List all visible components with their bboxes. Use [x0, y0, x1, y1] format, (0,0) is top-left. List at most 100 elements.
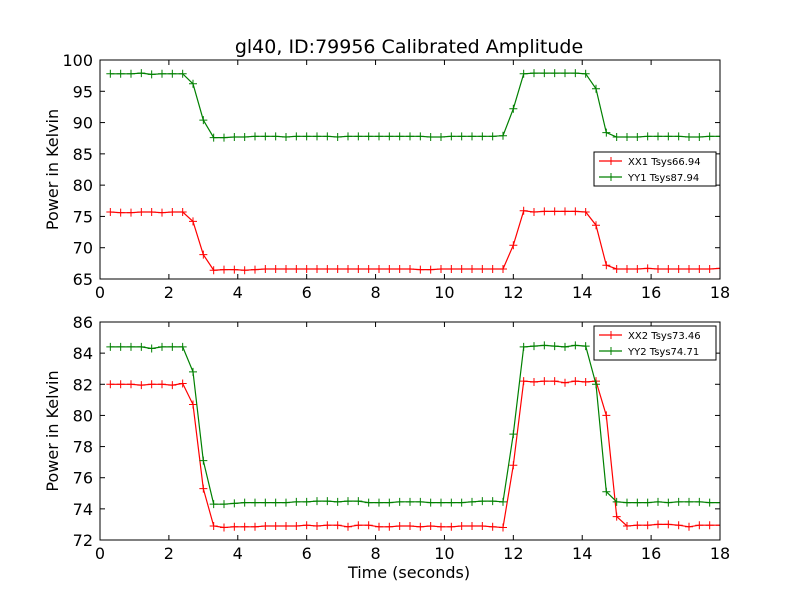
data-point: [468, 264, 476, 273]
x-tick-label: 18: [710, 544, 730, 563]
legend-marker: [607, 347, 615, 355]
data-point: [602, 487, 611, 496]
data-point: [333, 497, 342, 506]
data-point: [457, 132, 466, 141]
data-point: [437, 522, 445, 531]
data-point: [612, 512, 621, 521]
data-point: [220, 500, 228, 509]
data-point: [623, 264, 631, 273]
data-point: [323, 264, 332, 273]
data-point: [612, 264, 621, 273]
x-tick-label: 2: [164, 283, 174, 302]
data-point: [674, 497, 683, 506]
data-point: [643, 498, 652, 507]
legend-label: YY2 Tsys74.71: [627, 347, 699, 358]
data-point: [416, 265, 425, 274]
series-line-xx: [110, 210, 720, 271]
data-point: [447, 132, 456, 141]
legend: XX1 Tsys66.94 YY1 Tsys87.94: [593, 151, 717, 187]
data-point: [344, 264, 352, 273]
data-point: [716, 521, 720, 530]
data-point: [313, 521, 321, 530]
top-panel: 0 2 4 6 8 10 12 14 16 18 65 70 75 80 85 90 95 100 Power in…: [43, 51, 730, 302]
legend-marker: [607, 173, 615, 181]
data-point: [406, 497, 414, 506]
data-point: [364, 264, 373, 273]
data-point: [230, 522, 239, 531]
data-point: [240, 266, 249, 275]
data-point: [674, 264, 683, 273]
x-tick-label: 12: [503, 283, 523, 302]
x-tick-label: 6: [302, 283, 312, 302]
data-point: [323, 132, 332, 141]
data-point: [571, 341, 580, 350]
y-tick-label: 70: [73, 239, 93, 258]
data-point: [561, 378, 569, 387]
data-point: [478, 497, 487, 506]
data-point: [592, 380, 600, 389]
data-point: [302, 497, 311, 506]
data-point: [323, 521, 332, 530]
legend-box: [593, 151, 717, 187]
data-point: [550, 342, 559, 351]
data-point: [178, 342, 187, 351]
y-tick-label: 78: [73, 438, 93, 457]
y-tick-label: 90: [73, 114, 93, 133]
x-tick-label: 18: [710, 283, 730, 302]
data-point: [209, 521, 218, 530]
data-point: [147, 208, 156, 217]
y-tick-label: 65: [73, 270, 93, 289]
data-point: [199, 250, 208, 259]
data-point: [375, 498, 383, 507]
data-point: [354, 132, 363, 141]
data-point: [230, 132, 239, 141]
bottom-panel: 0 2 4 6 8 10 12 14 16 18 72 74 76 78 80 82 84 86 Power in …: [43, 313, 730, 563]
x-tick-label: 4: [233, 544, 243, 563]
data-point: [137, 208, 146, 217]
data-point: [251, 265, 259, 274]
data-point: [612, 132, 621, 141]
axes-frame: [99, 321, 721, 541]
data-point: [561, 69, 569, 78]
data-point: [530, 377, 538, 386]
data-point: [519, 342, 528, 351]
data-point: [488, 264, 497, 273]
data-point: [127, 342, 135, 351]
data-point: [685, 497, 693, 506]
data-point: [261, 498, 270, 507]
data-point: [385, 264, 394, 273]
data-point: [116, 380, 125, 389]
y-tick-label: 76: [73, 469, 93, 488]
data-point: [333, 521, 342, 530]
y-tick-label: 85: [73, 145, 93, 164]
data-point: [199, 456, 208, 465]
data-point: [251, 132, 259, 141]
data-point: [447, 522, 456, 531]
x-tick-label: 14: [572, 544, 592, 563]
data-point: [261, 132, 270, 141]
data-point: [116, 69, 125, 78]
y-tick-label: 84: [73, 344, 93, 363]
y-tick-label: 80: [73, 406, 93, 425]
data-point: [199, 116, 208, 125]
data-point: [437, 264, 445, 273]
data-point: [654, 520, 662, 529]
data-point: [189, 79, 197, 88]
data-point: [333, 132, 342, 141]
data-point: [147, 344, 156, 353]
data-point: [271, 264, 280, 273]
data-point: [375, 264, 383, 273]
data-point: [282, 264, 290, 273]
data-point: [292, 497, 301, 506]
data-point: [674, 132, 683, 141]
data-point: [178, 69, 187, 78]
data-point: [437, 132, 445, 141]
data-point: [509, 461, 518, 470]
x-tick-label: 6: [302, 544, 312, 563]
y-axis-label: Power in Kelvin: [43, 370, 62, 491]
data-point: [633, 498, 642, 507]
data-point: [147, 70, 156, 79]
legend-marker: [607, 331, 615, 339]
data-point: [488, 497, 497, 506]
